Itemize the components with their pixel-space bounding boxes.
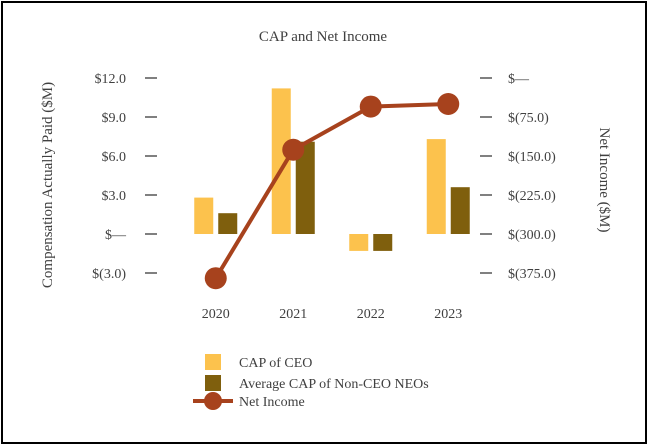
bar-series xyxy=(194,88,470,251)
net-income-series xyxy=(204,93,460,290)
bar-neo-cap xyxy=(295,141,315,234)
left-axis-ticks: $12.0 $9.0 $6.0 $3.0 $— $(3.0) xyxy=(92,72,157,282)
legend: CAP of CEO Average CAP of Non-CEO NEOs Net… xyxy=(193,354,429,410)
net-income-point xyxy=(437,93,460,115)
net-income-point xyxy=(359,95,382,118)
bar-ceo-cap xyxy=(349,234,369,251)
legend-swatch xyxy=(205,354,221,370)
net-income-point xyxy=(204,267,227,290)
right-tick-label: $(225.0) xyxy=(508,189,556,204)
net-income-line xyxy=(214,102,449,280)
legend-marker xyxy=(204,392,222,410)
bar-neo-cap xyxy=(450,187,470,234)
y-axis-label-left: Compensation Actually Paid ($M) xyxy=(40,82,56,288)
right-tick-label: $(300.0) xyxy=(508,228,556,243)
x-tick-label: 2023 xyxy=(434,307,462,322)
legend-label: Net Income xyxy=(239,395,305,410)
x-tick-label: 2022 xyxy=(357,307,385,322)
right-tick-label: $(375.0) xyxy=(508,267,556,282)
left-tick-label: $9.0 xyxy=(102,111,127,126)
right-tick-label: $(75.0) xyxy=(508,111,549,126)
legend-swatch xyxy=(205,375,221,391)
left-tick-label: $12.0 xyxy=(95,72,127,87)
right-tick-label: $— xyxy=(508,72,530,87)
bar-ceo-cap xyxy=(194,197,214,234)
chart-frame xyxy=(1,1,647,444)
chart-title: CAP and Net Income xyxy=(259,29,388,45)
x-tick-label: 2020 xyxy=(202,307,230,322)
legend-label: CAP of CEO xyxy=(239,356,312,371)
x-tick-label: 2021 xyxy=(279,307,307,322)
bar-ceo-cap xyxy=(271,88,291,235)
right-axis-ticks: $— $(75.0) $(150.0) $(225.0) $(300.0) $(375.0… xyxy=(480,72,556,282)
left-tick-label: $3.0 xyxy=(102,189,127,204)
legend-label: Average CAP of Non-CEO NEOs xyxy=(239,377,429,392)
net-income-point xyxy=(282,138,305,161)
left-tick-label: $— xyxy=(105,228,127,243)
bar-neo-cap xyxy=(373,234,393,251)
y-axis-label-right: Net Income ($M) xyxy=(596,128,612,233)
x-axis-labels: 2020 2021 2022 2023 xyxy=(202,307,463,322)
bar-ceo-cap xyxy=(426,139,446,234)
left-tick-label: $6.0 xyxy=(102,150,127,165)
left-tick-label: $(3.0) xyxy=(92,267,126,282)
bar-neo-cap xyxy=(218,213,238,234)
right-tick-label: $(150.0) xyxy=(508,150,556,165)
